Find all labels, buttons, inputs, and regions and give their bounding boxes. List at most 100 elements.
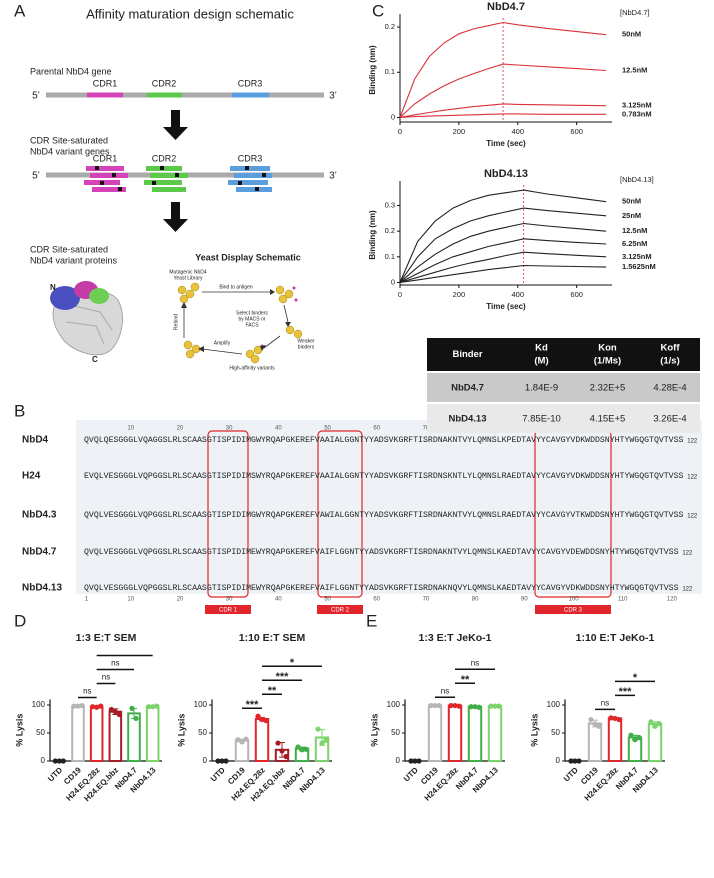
data-point: [492, 703, 498, 709]
data-point: [608, 715, 614, 721]
data-point: [79, 702, 85, 709]
y-axis-label: Binding (nm): [368, 45, 377, 95]
yeast-label: Rebind: [173, 314, 179, 330]
x-tick-label: 400: [512, 127, 525, 136]
data-point: [56, 758, 62, 764]
yeast-label: FACS: [245, 322, 259, 328]
data-point: [146, 704, 152, 710]
terminus-label: C: [92, 355, 98, 364]
bar: [447, 704, 463, 762]
y-tick-label: 0: [396, 756, 401, 765]
cdr-label: CDR2: [152, 153, 177, 163]
bar: [647, 723, 663, 762]
alignment: CDR 1 CDR 2 CDR 3: [76, 420, 702, 614]
table-cell: 7.85E-10: [522, 414, 561, 425]
cdr-tag-label: CDR 3: [564, 608, 583, 614]
y-tick-label: 0: [391, 277, 395, 286]
legend-title: [NbD4.13]: [620, 175, 654, 184]
panel-label: B: [14, 401, 25, 420]
cdr-segment: [147, 92, 182, 98]
yeast-label: High-affinity variants: [229, 365, 275, 371]
data-point: [299, 747, 305, 753]
data-point: [235, 737, 241, 743]
data-point: [279, 748, 285, 754]
ruler-number: 60: [373, 426, 380, 432]
sensorgram-line: [399, 251, 607, 283]
x-tick-label: 0: [398, 290, 402, 299]
data-point: [319, 740, 325, 746]
five-prime: 5’: [32, 91, 40, 102]
table-cell: 1.84E-9: [525, 383, 558, 394]
data-point: [215, 758, 221, 764]
data-point: [60, 758, 66, 764]
sequence-length: 122: [682, 587, 693, 593]
significance-label: **: [461, 674, 470, 686]
category-label: UTD: [402, 765, 420, 783]
y-tick-label: 0: [41, 756, 46, 765]
significance-label: ns: [83, 687, 91, 696]
cdr-box: [207, 430, 249, 598]
table-header-bg: [427, 338, 700, 371]
cdr-tag-label: CDR 2: [331, 608, 350, 614]
data-point: [116, 711, 122, 718]
legend-title: [NbD4.7]: [620, 8, 650, 17]
data-point: [112, 709, 118, 715]
cdr-tag: [535, 605, 611, 614]
sensorgram-line: [399, 207, 607, 283]
y-tick-label: 50: [198, 728, 207, 737]
sequence-length: 122: [682, 551, 693, 557]
data-point: [303, 746, 309, 752]
three-prime: 3’: [329, 91, 337, 102]
ruler-number: 10: [127, 426, 134, 432]
y-tick-label: 100: [547, 700, 561, 709]
bar: [607, 717, 623, 763]
variant-proteins-label: CDR Site-saturated: [30, 244, 108, 254]
cdr-box: [317, 430, 363, 598]
data-point: [315, 726, 321, 732]
data-point: [468, 704, 474, 710]
y-tick-label: 0.3: [385, 200, 395, 209]
x-tick-label: 600: [570, 290, 583, 299]
data-point: [576, 758, 582, 764]
data-point: [448, 702, 454, 709]
significance-label: ns: [601, 698, 609, 707]
cdr-label: CDR2: [152, 78, 177, 88]
variant-genes-label: NbD4 variant genes: [30, 146, 110, 156]
bar: [587, 722, 603, 762]
data-point: [52, 758, 58, 764]
y-tick-label: 50: [551, 728, 560, 737]
y-tick-label: 0.2: [385, 22, 395, 31]
sensorgram-line: [399, 264, 607, 283]
ruler-number: 10: [127, 597, 134, 603]
data-point: [416, 758, 422, 764]
data-point: [476, 704, 482, 710]
y-tick-label: 50: [391, 728, 400, 737]
chart-title: NbD4.13: [484, 168, 528, 180]
arrow: [163, 202, 188, 232]
x-tick-label: 200: [453, 127, 466, 136]
significance-label: ***: [619, 686, 633, 698]
parental-label: Parental NbD4 gene: [30, 66, 112, 76]
panel-label: E: [366, 611, 377, 630]
schematic: Affinity maturation design schematic Par…: [30, 6, 337, 371]
y-axis-label: Binding (nm): [368, 210, 377, 260]
data-point: [223, 758, 229, 764]
data-point: [154, 703, 160, 709]
sequence-length: 122: [687, 514, 698, 520]
ruler-number: 110: [618, 597, 628, 603]
data-point: [496, 703, 502, 709]
table-header: Koff: [661, 343, 681, 354]
cdr-label: CDR3: [238, 153, 263, 163]
ruler-number: 1: [85, 597, 89, 603]
data-point: [488, 703, 494, 709]
yeast-label: Bind to antigen: [219, 284, 253, 290]
yeast-diagram: Mutagenic NbD4 Yeast Library Bind to ant…: [169, 269, 315, 371]
significance-label: ns: [111, 659, 119, 668]
table-header: Kd: [535, 343, 548, 354]
data-point: [243, 736, 249, 742]
data-point: [636, 734, 642, 741]
bar: [89, 705, 104, 762]
yeast-label: binders: [298, 344, 315, 350]
table-cell: 3.26E-4: [653, 414, 686, 425]
